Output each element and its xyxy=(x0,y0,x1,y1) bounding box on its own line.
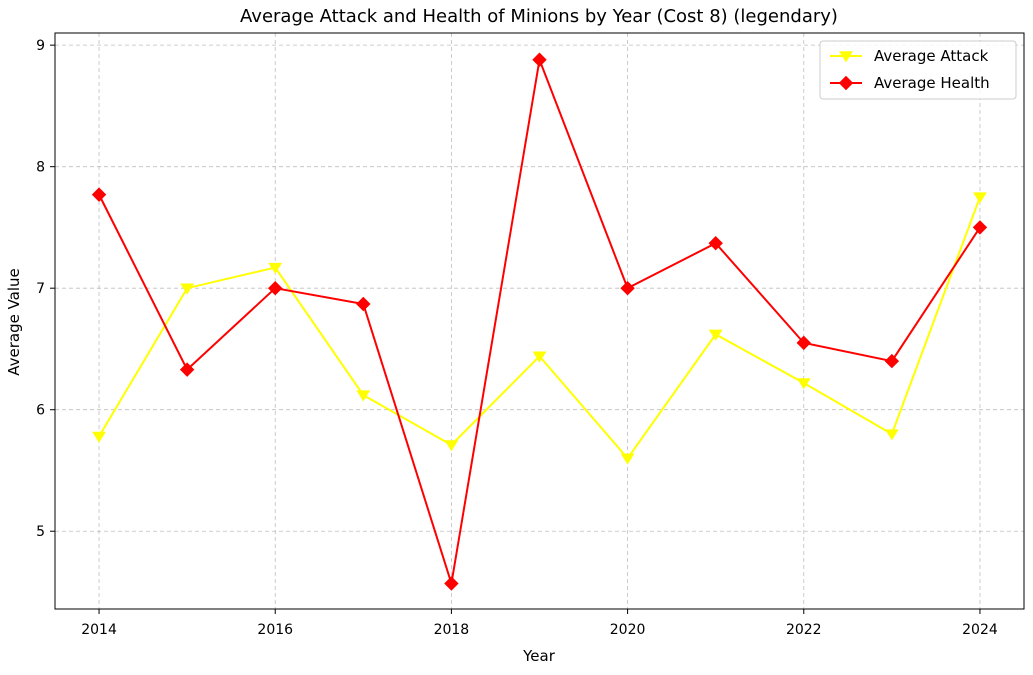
data-point-1-9 xyxy=(884,353,900,369)
data-point-0-6 xyxy=(620,453,635,465)
data-point-1-3 xyxy=(356,296,371,312)
data-point-0-9 xyxy=(884,429,899,441)
data-point-0-4 xyxy=(444,440,459,452)
chart-title: Average Attack and Health of Minions by … xyxy=(240,6,838,27)
series-layer xyxy=(91,52,988,591)
data-point-1-0 xyxy=(91,187,107,202)
x-axis-label: Year xyxy=(522,647,556,665)
data-point-1-10 xyxy=(972,220,988,235)
legend-label-1: Average Health xyxy=(874,74,990,92)
data-point-0-3 xyxy=(356,390,371,402)
data-point-1-4 xyxy=(444,576,459,591)
data-point-0-2 xyxy=(268,262,283,274)
data-point-1-7 xyxy=(708,236,723,251)
x-tick-label-2: 2018 xyxy=(434,622,470,638)
legend-marker-0 xyxy=(839,51,853,63)
x-tick-label-1: 2016 xyxy=(257,622,293,638)
data-point-0-8 xyxy=(796,378,811,390)
y-axis-label: Average Value xyxy=(5,268,23,376)
legend-label-0: Average Attack xyxy=(874,47,989,65)
data-point-0-0 xyxy=(92,431,106,443)
data-point-1-8 xyxy=(796,335,811,351)
data-point-1-2 xyxy=(268,280,283,296)
legend-box xyxy=(819,40,1017,100)
y-tick-label-3: 8 xyxy=(36,160,45,176)
x-tick-label-4: 2022 xyxy=(786,622,822,638)
data-point-1-6 xyxy=(620,280,635,296)
data-point-0-7 xyxy=(708,329,723,341)
legend-marker-1 xyxy=(838,75,854,91)
y-tick-label-1: 6 xyxy=(36,403,45,419)
data-point-1-1 xyxy=(179,362,195,377)
data-point-1-5 xyxy=(532,52,547,67)
data-point-0-1 xyxy=(180,283,195,295)
grid-lines xyxy=(55,33,1024,609)
y-tick-label-0: 5 xyxy=(36,524,45,540)
y-tick-label-2: 7 xyxy=(36,281,45,297)
legend: Average Attack Average Health xyxy=(819,40,1017,100)
series-line-1 xyxy=(98,55,981,584)
y-axis-ticks: 5 6 7 8 9 xyxy=(36,38,55,540)
series-1 xyxy=(91,52,988,591)
y-tick-label-4: 9 xyxy=(36,38,45,54)
data-point-0-10 xyxy=(973,192,987,204)
x-axis-ticks: 2014 2016 2018 2020 2022 2024 xyxy=(81,609,998,638)
x-tick-label-5: 2024 xyxy=(962,622,998,638)
plot-frame xyxy=(54,32,1025,610)
x-tick-label-0: 2014 xyxy=(81,622,117,638)
data-point-0-5 xyxy=(532,351,547,363)
series-0 xyxy=(92,192,987,465)
x-tick-label-3: 2020 xyxy=(610,622,646,638)
